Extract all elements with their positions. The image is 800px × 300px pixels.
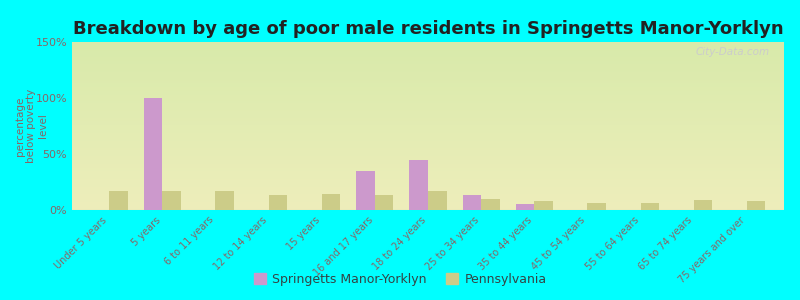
Bar xyxy=(322,194,340,210)
Bar xyxy=(641,203,659,210)
Bar xyxy=(162,191,181,210)
Text: City-Data.com: City-Data.com xyxy=(696,47,770,57)
Bar xyxy=(410,160,428,210)
Y-axis label: percentage
below poverty
level: percentage below poverty level xyxy=(14,89,48,163)
Legend: Springetts Manor-Yorklyn, Pennsylvania: Springetts Manor-Yorklyn, Pennsylvania xyxy=(249,268,551,291)
Bar xyxy=(587,203,606,210)
Bar xyxy=(462,195,481,210)
Bar xyxy=(215,191,234,210)
Bar xyxy=(694,200,712,210)
Bar xyxy=(428,191,446,210)
Bar xyxy=(534,201,553,210)
Bar xyxy=(144,98,162,210)
Bar xyxy=(516,204,534,210)
Bar xyxy=(356,171,375,210)
Title: Breakdown by age of poor male residents in Springetts Manor-Yorklyn: Breakdown by age of poor male residents … xyxy=(73,20,783,38)
Bar xyxy=(747,201,766,210)
Bar xyxy=(375,195,394,210)
Bar xyxy=(109,191,128,210)
Bar xyxy=(481,199,500,210)
Bar xyxy=(269,195,287,210)
